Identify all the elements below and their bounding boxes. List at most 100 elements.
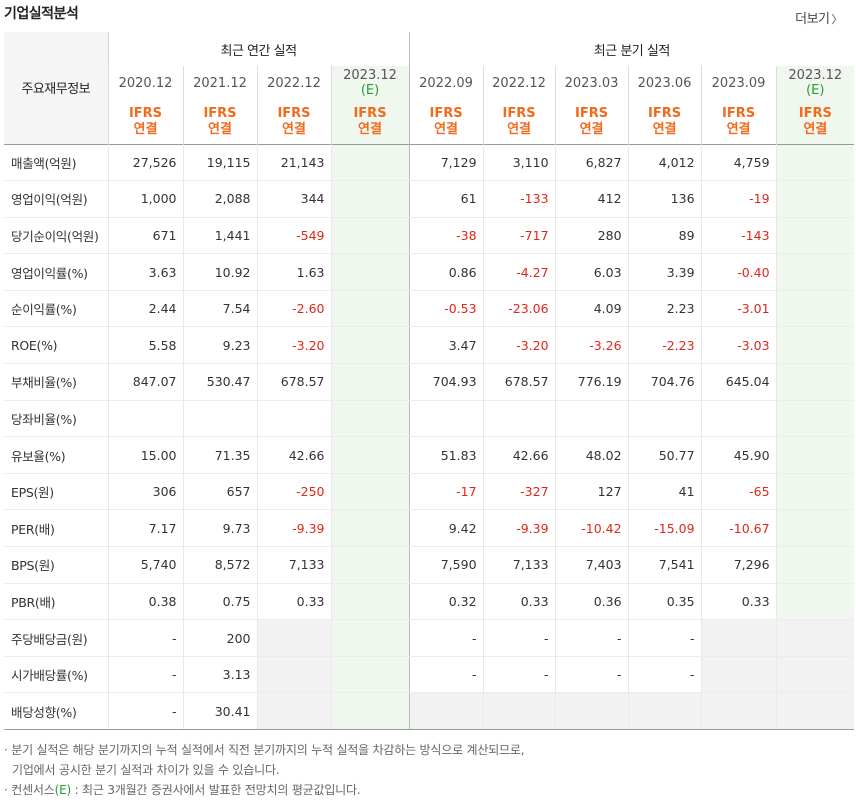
table-row: 매출액(억원) 27,526 19,115 21,143 7,129 3,110 6,827… (4, 143, 855, 182)
value-cell: 7,133 (256, 546, 331, 584)
row-label: 당좌비율(%) (4, 400, 108, 438)
estimate-cell (775, 472, 855, 511)
table-row: EPS(원) 306 657 -250 -17 -327 127 41 -65 (4, 472, 855, 511)
table-row: 당기순이익(억원) 671 1,441 -549 -38 -717 280 89 -143 (4, 217, 855, 255)
estimate-cell (330, 143, 410, 182)
value-cell: -10.67 (700, 509, 777, 548)
value-cell: 1,441 (182, 217, 257, 255)
value-cell: - (408, 619, 484, 657)
value-cell: 1,000 (107, 180, 183, 218)
basis-scope: 연결 (358, 122, 382, 138)
period-header: 2020.12 (107, 66, 183, 100)
period-header: 2023.06 (627, 66, 702, 100)
value-cell: 657 (182, 472, 257, 511)
basis-standard: IFRS (277, 106, 311, 122)
basis-standard: IFRS (128, 106, 163, 122)
table-row: 당좌비율(%) (4, 400, 855, 438)
value-cell: 27,526 (107, 143, 183, 182)
section-title: 기업실적분석 (4, 6, 79, 22)
estimate-cell (775, 619, 855, 657)
value-cell: 7,590 (408, 546, 484, 584)
estimate-cell (330, 546, 410, 584)
financial-table: 주요재무정보 최근 연간 실적 최근 분기 실적 2020.12 2021.12 2022… (4, 32, 855, 730)
value-cell: 776.19 (554, 363, 629, 401)
row-label: 영업이익률(%) (4, 253, 108, 291)
estimate-cell (775, 400, 855, 438)
empty-cell (627, 692, 702, 730)
estimate-flag: (E) (360, 83, 380, 98)
row-label: 시가배당률(%) (4, 656, 108, 694)
basis-header: IFRS 연결 (256, 100, 331, 144)
value-cell: -133 (482, 180, 556, 218)
estimate-cell (775, 143, 855, 182)
value-cell: -9.39 (482, 509, 556, 548)
period-header: 2022.09 (408, 66, 484, 100)
value-cell: 200 (182, 619, 257, 657)
basis-header: IFRS 연결 (330, 100, 410, 144)
value-cell: -2.23 (627, 326, 702, 365)
basis-standard: IFRS (798, 106, 832, 122)
period-header-row: 2020.12 2021.12 2022.12 2023.12 (E) 2022.09 20… (4, 66, 855, 100)
value-cell: -9.39 (256, 509, 331, 548)
value-cell: 847.07 (107, 363, 183, 401)
basis-standard: IFRS (574, 106, 609, 122)
row-label: ROE(%) (4, 326, 108, 365)
basis-header: IFRS 연결 (700, 100, 777, 144)
more-link[interactable]: 더보기 〉 (795, 8, 842, 27)
value-cell: 678.57 (482, 363, 556, 401)
estimate-cell (330, 619, 410, 657)
basis-scope: 연결 (282, 122, 306, 138)
estimate-cell (775, 253, 855, 291)
table-row: ROE(%) 5.58 9.23 -3.20 3.47 -3.20 -3.26 -2.23 -3… (4, 326, 855, 365)
value-cell: 7,403 (554, 546, 629, 584)
value-cell: 0.38 (107, 583, 183, 621)
value-cell: 2.23 (627, 290, 702, 328)
value-cell: 0.33 (700, 583, 777, 621)
value-cell: 45.90 (700, 436, 777, 474)
table-row: PBR(배) 0.38 0.75 0.33 0.32 0.33 0.36 0.35 0.33 (4, 583, 855, 621)
estimate-cell (775, 692, 855, 730)
estimate-cell (330, 583, 410, 621)
value-cell: 42.66 (256, 436, 331, 474)
value-cell: -3.20 (256, 326, 331, 365)
estimate-cell (775, 217, 855, 255)
value-cell: 0.75 (182, 583, 257, 621)
value-cell: 2.44 (107, 290, 183, 328)
basis-header: IFRS 연결 (775, 100, 855, 144)
value-cell: 136 (627, 180, 702, 218)
value-cell: 41 (627, 472, 702, 511)
estimate-cell (775, 326, 855, 365)
value-cell: 306 (107, 472, 183, 511)
value-cell: 704.93 (408, 363, 484, 401)
value-cell: - (627, 619, 702, 657)
value-cell: -17 (408, 472, 484, 511)
value-cell: -549 (256, 217, 331, 255)
basis-scope: 연결 (726, 122, 751, 138)
basis-scope: 연결 (507, 122, 531, 138)
value-cell: -4.27 (482, 253, 556, 291)
value-cell: 10.92 (182, 253, 257, 291)
value-cell: 7,296 (700, 546, 777, 584)
estimate-cell (330, 363, 410, 401)
value-cell: 51.83 (408, 436, 484, 474)
period-header: 2022.12 (482, 66, 556, 100)
value-cell: 5.58 (107, 326, 183, 365)
value-cell (700, 400, 777, 438)
value-cell: 0.32 (408, 583, 484, 621)
value-cell: 7.17 (107, 509, 183, 548)
empty-cell (700, 619, 777, 657)
basis-header: IFRS 연결 (482, 100, 556, 144)
estimate-cell (775, 290, 855, 328)
period-header: 2021.12 (182, 66, 257, 100)
footnote-quarter-cont: 기업에서 공시한 분기 실적과 차이가 있을 수 있습니다. (12, 763, 280, 777)
value-cell: -2.60 (256, 290, 331, 328)
basis-standard: IFRS (647, 106, 682, 122)
empty-cell (256, 656, 331, 694)
value-cell: 21,143 (256, 143, 331, 182)
estimate-period: 2023.12 (788, 68, 843, 83)
value-cell (408, 400, 484, 438)
estimate-cell (330, 436, 410, 474)
value-cell (256, 400, 331, 438)
basis-header: IFRS 연결 (408, 100, 484, 144)
footnotes: · 분기 실적은 해당 분기까지의 누적 실적에서 직전 분기까지의 누적 실적… (4, 740, 525, 800)
